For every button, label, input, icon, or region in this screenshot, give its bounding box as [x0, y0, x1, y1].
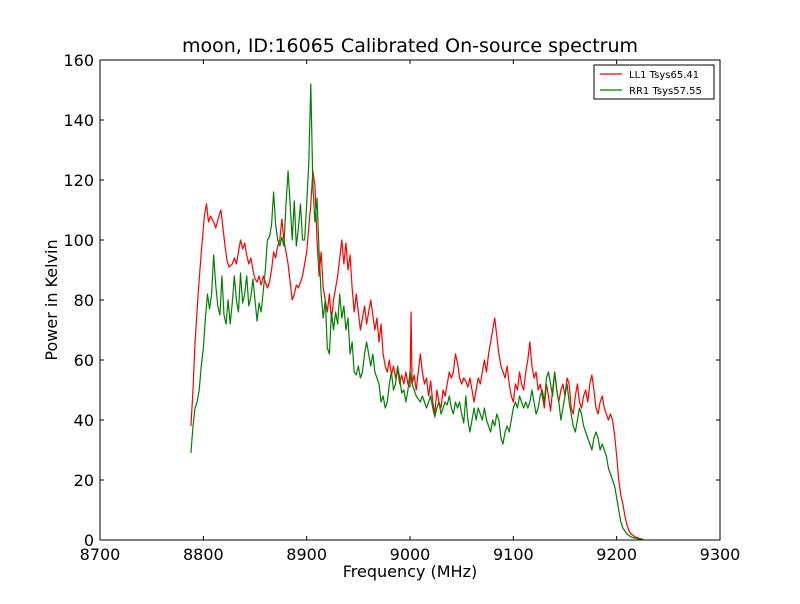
chart-title: moon, ID:16065 Calibrated On-source spec… — [182, 35, 638, 57]
legend: LL1 Tsys65.41 RR1 Tsys57.55 — [593, 64, 715, 100]
x-tick-label: 8900 — [286, 545, 327, 564]
y-tick-label: 100 — [63, 231, 94, 250]
y-tick-label: 0 — [84, 531, 94, 550]
y-tick-label: 160 — [63, 51, 94, 70]
series-line-rr1 — [190, 83, 644, 541]
tick-layer: 8700 8800 8900 9000 9100 9200 9300 0 20 40 60 80 100… — [63, 51, 740, 564]
y-tick-label: 40 — [74, 411, 94, 430]
legend-label-ll1: LL1 Tsys65.41 — [629, 70, 699, 81]
x-tick-label: 8800 — [183, 545, 224, 564]
legend-label-rr1: RR1 Tsys57.55 — [629, 86, 702, 97]
y-tick-label: 120 — [63, 171, 94, 190]
series-line-ll1 — [190, 170, 644, 540]
y-tick-label: 140 — [63, 111, 94, 130]
legend-box — [593, 64, 715, 100]
y-axis-label: Power in Kelvin — [42, 239, 61, 360]
x-tick-label: 8700 — [80, 545, 121, 564]
x-tick-label: 9200 — [596, 545, 637, 564]
y-tick-label: 20 — [74, 471, 94, 490]
x-tick-label: 9100 — [493, 545, 534, 564]
x-tick-label: 9300 — [700, 545, 741, 564]
series-layer — [190, 83, 644, 541]
x-tick-label: 9000 — [390, 545, 431, 564]
x-axis-label: Frequency (MHz) — [343, 562, 477, 581]
y-tick-label: 60 — [74, 351, 94, 370]
plot-frame — [99, 59, 721, 541]
y-tick-label: 80 — [74, 291, 94, 310]
